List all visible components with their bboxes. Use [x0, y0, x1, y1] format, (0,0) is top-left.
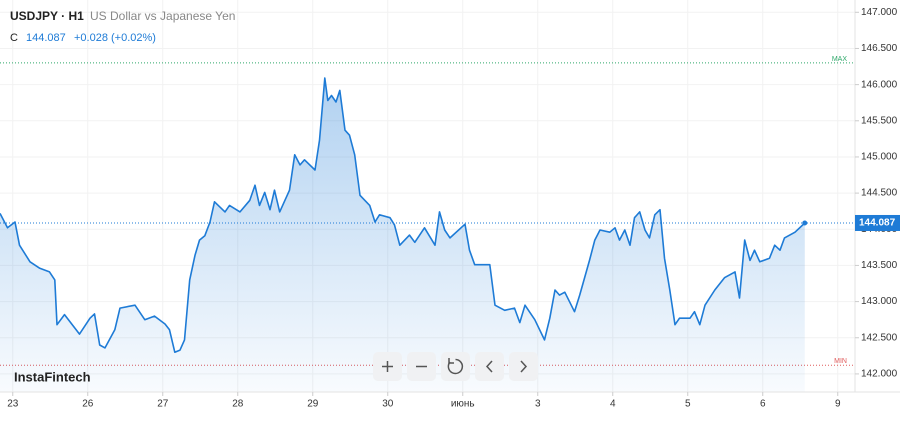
- chart-title: US Dollar vs Japanese Yen: [90, 9, 235, 23]
- x-tick-label: 29: [307, 399, 319, 410]
- symbol: USDJPY · H1: [10, 9, 84, 23]
- close-value: 144.087: [26, 32, 66, 44]
- x-tick-label: 27: [157, 399, 169, 410]
- x-tick-label: 5: [685, 399, 691, 410]
- y-tick-label: 146.500: [861, 43, 898, 54]
- level-label: MAX: [832, 56, 848, 63]
- y-tick-label: 145.000: [861, 152, 898, 163]
- toolbar: [373, 352, 538, 381]
- x-tick-label: июнь: [451, 399, 475, 410]
- change: +0.028 (+0.02%): [74, 32, 156, 44]
- close-label: C: [10, 32, 18, 44]
- price-tag: [855, 214, 900, 231]
- y-tick-label: 146.000: [861, 79, 898, 90]
- x-tick-label: 6: [760, 399, 766, 410]
- x-tick-label: 9: [835, 399, 841, 410]
- y-tick-label: 145.500: [861, 115, 898, 126]
- y-tick-label: 144.500: [861, 188, 898, 199]
- reset-button[interactable]: [441, 352, 470, 381]
- zoom-out-button[interactable]: [407, 352, 436, 381]
- y-tick-label: 147.000: [861, 7, 898, 18]
- line: [0, 77, 806, 353]
- x-tick-label: 30: [382, 399, 394, 410]
- price-tag-label: 144.087: [859, 218, 896, 229]
- x-tick-label: 26: [82, 399, 94, 410]
- scroll-left-button[interactable]: [475, 352, 504, 381]
- logo: InstaFintech: [14, 369, 91, 384]
- y-tick-label: 142.000: [861, 369, 898, 380]
- x-tick-label: 4: [610, 399, 616, 410]
- y-tick-label: 143.000: [861, 296, 898, 307]
- area: [0, 78, 805, 392]
- level-label: MIN: [834, 358, 847, 365]
- x-tick-label: 23: [7, 399, 19, 410]
- x-tick-label: 28: [232, 399, 244, 410]
- y-tick-label: 142.500: [861, 332, 898, 343]
- scroll-right-button[interactable]: [509, 352, 538, 381]
- y-tick-label: 143.500: [861, 260, 898, 271]
- zoom-in-button[interactable]: [373, 352, 402, 381]
- x-tick-label: 3: [535, 399, 541, 410]
